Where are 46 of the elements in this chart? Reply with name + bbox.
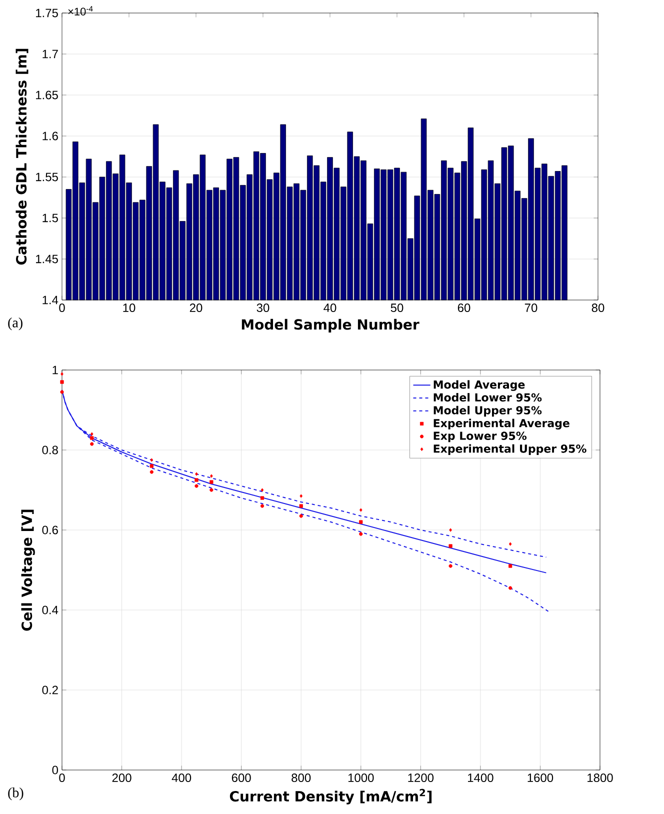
legend-label: Experimental Average — [434, 418, 570, 430]
x-tick-label: 40 — [324, 304, 336, 312]
x-tick-label: 0 — [59, 774, 65, 782]
annotation: ×10$^{-4}$ — [68, 6, 93, 16]
x-tick-label: 1000 — [348, 774, 374, 782]
x-tick-label: 10 — [123, 304, 136, 312]
x-axis-title: Current Density [mA/cm$^{2}$] — [230, 788, 432, 804]
x-tick-label: 1600 — [528, 774, 554, 782]
x-axis-title: Model Sample Number — [242, 318, 420, 332]
x-tick-label: 400 — [172, 774, 192, 782]
x-tick-label: 1800 — [588, 774, 613, 782]
y-tick-label: 1.6 — [42, 132, 58, 140]
y-tick-label: 1.5 — [42, 214, 58, 222]
text: (a) — [8, 318, 22, 330]
y-tick-label: 0.6 — [42, 526, 58, 534]
legend-label: Model Upper 95% — [434, 406, 542, 417]
x-tick-label: 60 — [458, 304, 470, 312]
legend-label: Model Average — [434, 380, 525, 391]
y-tick-label: 1.7 — [42, 50, 58, 58]
y-tick-label: 0.2 — [42, 686, 58, 694]
x-tick-label: 30 — [256, 304, 270, 312]
y-tick-label: 0 — [52, 766, 58, 774]
legend-label: Experimental Upper 95% — [434, 444, 586, 455]
y-tick-label: 1.65 — [36, 90, 58, 100]
x-tick-label: 20 — [190, 304, 202, 312]
x-tick-label: 1400 — [468, 774, 494, 782]
x-tick-label: 200 — [112, 774, 132, 782]
y-tick-label: 1.75 — [36, 8, 58, 18]
y-tick-label: 0.8 — [42, 446, 58, 454]
x-tick-label: 80 — [592, 304, 604, 312]
x-tick-label: 50 — [390, 304, 404, 312]
y-tick-label: 1.45 — [36, 254, 58, 264]
x-tick-label: 600 — [232, 774, 251, 782]
y-axis-title: Cell Voltage [V] — [21, 510, 35, 631]
x-tick-label: 70 — [524, 304, 538, 312]
y-tick-label: 1.55 — [36, 172, 58, 182]
text: (b) — [8, 788, 24, 800]
y-tick-label: 1 — [52, 366, 58, 374]
y-axis-title: Cathode GDL Thickness [m] — [16, 48, 28, 265]
y-tick-label: 0.4 — [42, 606, 58, 614]
legend-label: Exp Lower 95% — [434, 432, 527, 442]
x-tick-label: 1200 — [408, 774, 434, 782]
legend-label: Model Lower 95% — [434, 393, 542, 402]
x-tick-label: 0 — [59, 304, 65, 312]
x-tick-label: 800 — [292, 774, 311, 782]
y-tick-label: 1.4 — [42, 296, 58, 304]
